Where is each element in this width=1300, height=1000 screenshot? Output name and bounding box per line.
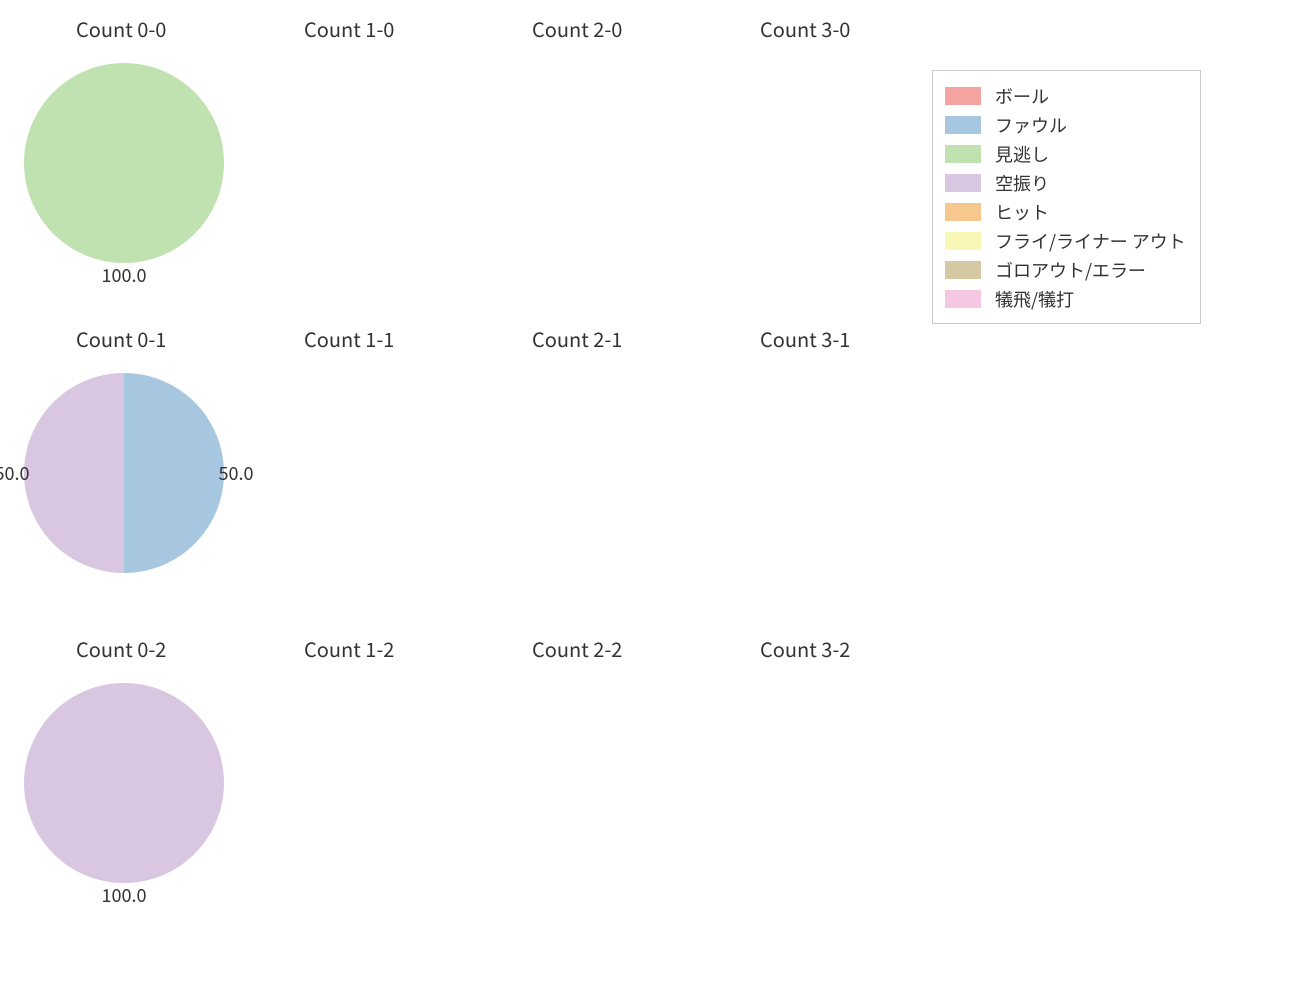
panel-count-count-0-0: Count 0-0 100.0 bbox=[24, 14, 252, 263]
legend-swatch bbox=[945, 290, 981, 308]
legend-label: ファウル bbox=[995, 112, 1067, 138]
pie bbox=[24, 63, 224, 263]
panel-title: Count 2-2 bbox=[532, 634, 708, 663]
pie-slice-label: 100.0 bbox=[102, 262, 147, 288]
panel-title: Count 0-1 bbox=[76, 324, 252, 353]
legend-label: ボール bbox=[995, 83, 1049, 109]
pie-chart: 100.0 bbox=[24, 63, 224, 263]
legend-item: 犠飛/犠打 bbox=[945, 284, 1186, 313]
panel-title: Count 2-0 bbox=[532, 14, 708, 43]
legend-item: ボール bbox=[945, 81, 1186, 110]
panel-title: Count 0-0 bbox=[76, 14, 252, 43]
legend-item: ファウル bbox=[945, 110, 1186, 139]
panel-count-count-0-1: Count 0-1 50.050.0 bbox=[24, 324, 252, 573]
legend-swatch bbox=[945, 261, 981, 279]
legend-item: フライ/ライナー アウト bbox=[945, 226, 1186, 255]
legend-label: 見逃し bbox=[995, 141, 1049, 167]
legend-label: ゴロアウト/エラー bbox=[995, 257, 1146, 283]
pie-chart: 50.050.0 bbox=[24, 373, 224, 573]
pie-slice-label: 50.0 bbox=[0, 460, 29, 486]
legend-swatch bbox=[945, 174, 981, 192]
panel-count-count-3-2: Count 3-2 bbox=[708, 634, 936, 663]
legend: ボールファウル見逃し空振りヒットフライ/ライナー アウトゴロアウト/エラー犠飛/… bbox=[932, 70, 1201, 324]
legend-label: 犠飛/犠打 bbox=[995, 286, 1074, 312]
panel-count-count-1-2: Count 1-2 bbox=[252, 634, 480, 663]
legend-item: 空振り bbox=[945, 168, 1186, 197]
legend-item: 見逃し bbox=[945, 139, 1186, 168]
pie-slice-label: 100.0 bbox=[102, 882, 147, 908]
legend-swatch bbox=[945, 145, 981, 163]
legend-swatch bbox=[945, 232, 981, 250]
panel-count-count-1-0: Count 1-0 bbox=[252, 14, 480, 43]
panel-title: Count 0-2 bbox=[76, 634, 252, 663]
panel-count-count-0-2: Count 0-2 100.0 bbox=[24, 634, 252, 883]
panel-title: Count 1-1 bbox=[304, 324, 480, 353]
chart-grid: Count 0-0 100.0 Count 1-0 Count 2-0 Count 3-… bbox=[0, 0, 1300, 1000]
legend-swatch bbox=[945, 116, 981, 134]
legend-item: ヒット bbox=[945, 197, 1186, 226]
legend-label: フライ/ライナー アウト bbox=[995, 228, 1186, 254]
pie bbox=[24, 373, 224, 573]
legend-item: ゴロアウト/エラー bbox=[945, 255, 1186, 284]
legend-swatch bbox=[945, 87, 981, 105]
pie-slice-label: 50.0 bbox=[219, 460, 254, 486]
pie-chart: 100.0 bbox=[24, 683, 224, 883]
panel-count-count-3-1: Count 3-1 bbox=[708, 324, 936, 353]
panel-title: Count 3-1 bbox=[760, 324, 936, 353]
legend-label: ヒット bbox=[995, 199, 1049, 225]
panel-count-count-2-2: Count 2-2 bbox=[480, 634, 708, 663]
panel-count-count-1-1: Count 1-1 bbox=[252, 324, 480, 353]
panel-title: Count 1-2 bbox=[304, 634, 480, 663]
panel-title: Count 3-0 bbox=[760, 14, 936, 43]
panel-count-count-2-0: Count 2-0 bbox=[480, 14, 708, 43]
legend-label: 空振り bbox=[995, 170, 1049, 196]
panel-count-count-3-0: Count 3-0 bbox=[708, 14, 936, 43]
panel-title: Count 1-0 bbox=[304, 14, 480, 43]
pie bbox=[24, 683, 224, 883]
legend-swatch bbox=[945, 203, 981, 221]
panel-count-count-2-1: Count 2-1 bbox=[480, 324, 708, 353]
panel-title: Count 3-2 bbox=[760, 634, 936, 663]
panel-title: Count 2-1 bbox=[532, 324, 708, 353]
